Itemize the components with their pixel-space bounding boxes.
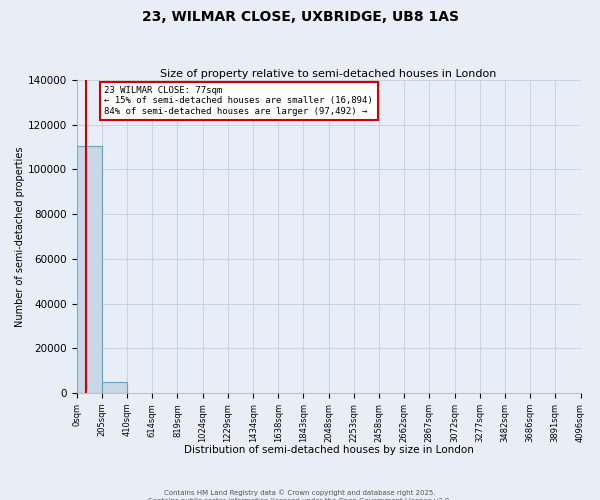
Text: 23, WILMAR CLOSE, UXBRIDGE, UB8 1AS: 23, WILMAR CLOSE, UXBRIDGE, UB8 1AS: [142, 10, 458, 24]
X-axis label: Distribution of semi-detached houses by size in London: Distribution of semi-detached houses by …: [184, 445, 473, 455]
Bar: [77, 146, 102, 393]
Bar: [102, 382, 127, 393]
Text: Contains public sector information licensed under the Open Government Licence v3: Contains public sector information licen…: [148, 498, 452, 500]
Y-axis label: Number of semi-detached properties: Number of semi-detached properties: [15, 146, 25, 326]
Text: Contains HM Land Registry data © Crown copyright and database right 2025.: Contains HM Land Registry data © Crown c…: [164, 490, 436, 496]
Text: 23 WILMAR CLOSE: 77sqm
← 15% of semi-detached houses are smaller (16,894)
84% of: 23 WILMAR CLOSE: 77sqm ← 15% of semi-det…: [104, 86, 373, 116]
Title: Size of property relative to semi-detached houses in London: Size of property relative to semi-detach…: [160, 69, 497, 79]
